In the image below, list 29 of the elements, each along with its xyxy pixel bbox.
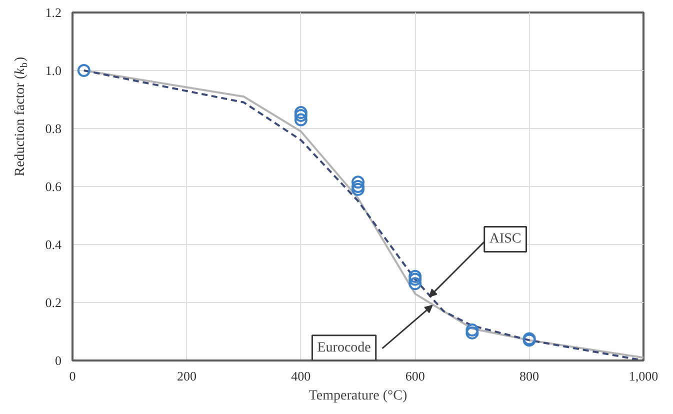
point bbox=[77, 64, 90, 77]
point bbox=[352, 182, 364, 196]
y-axis-title: Reduction factor (kb) bbox=[13, 56, 30, 176]
y-tick-label: 0.4 bbox=[45, 237, 62, 252]
y-tick-label: 0.2 bbox=[45, 295, 62, 310]
y-tick-label: 1.0 bbox=[45, 63, 62, 78]
point bbox=[466, 326, 479, 340]
point bbox=[408, 272, 422, 286]
x-tick-label: 0 bbox=[69, 368, 76, 384]
point bbox=[352, 180, 364, 193]
point bbox=[408, 277, 422, 290]
y-tick-label: 1.2 bbox=[45, 5, 62, 20]
x-tick-label: 400 bbox=[291, 368, 311, 384]
point bbox=[294, 106, 308, 120]
y-tick-label: 0.6 bbox=[45, 179, 62, 194]
point bbox=[294, 108, 308, 122]
point bbox=[352, 176, 364, 189]
x-tick-label: 200 bbox=[176, 368, 196, 384]
x-axis-title: Temperature (°C) bbox=[308, 388, 408, 404]
point bbox=[466, 324, 479, 337]
annotation: AISC bbox=[489, 232, 522, 247]
x-tick-label: 600 bbox=[405, 368, 425, 384]
annotation: Eurocode bbox=[317, 340, 371, 356]
y-tick-label: 0.8 bbox=[45, 121, 62, 136]
point bbox=[294, 113, 308, 126]
y-tick-label: 0 bbox=[55, 353, 62, 368]
x-tick-label: 1,000 bbox=[628, 368, 658, 384]
point bbox=[408, 270, 422, 283]
x-tick-label: 800 bbox=[520, 368, 540, 384]
